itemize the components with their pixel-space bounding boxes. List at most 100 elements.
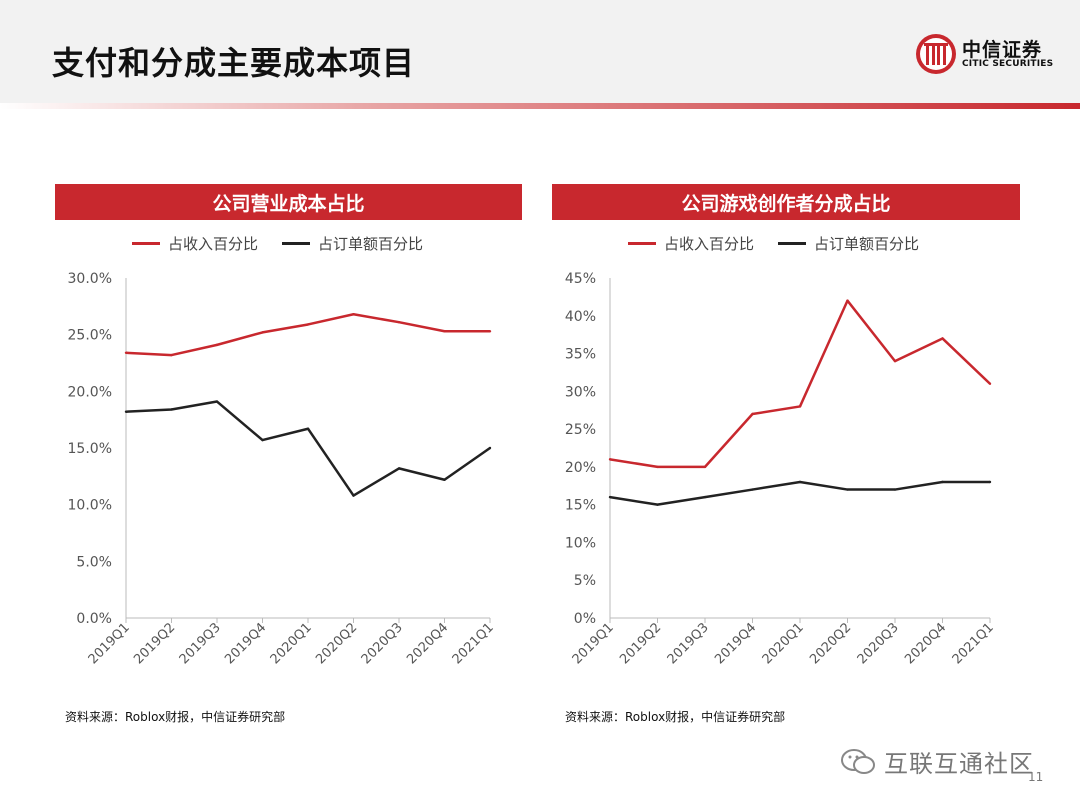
x-tick-label: 2020Q3 — [855, 620, 902, 667]
data-point — [608, 495, 612, 499]
data-point — [443, 478, 446, 481]
legend-label: 占收入百分比 — [664, 235, 755, 253]
legend-item-bookings: 占订单额百分比 — [778, 233, 919, 254]
left-line-chart: 0.0%5.0%10.0%15.0%20.0%25.0%30.0%2019Q12… — [68, 271, 497, 667]
legend-red-line — [628, 242, 656, 245]
data-point — [306, 323, 310, 326]
data-point — [988, 480, 992, 484]
legend-item-bookings: 占订单额百分比 — [282, 233, 423, 254]
legend-label: 占订单额百分比 — [318, 235, 424, 253]
data-point — [893, 488, 897, 491]
data-point — [397, 467, 401, 470]
y-tick-label: 0.0% — [76, 611, 112, 627]
right-legend: 占收入百分比 占订单额百分比 — [628, 233, 943, 254]
x-tick-label: 2019Q3 — [665, 620, 712, 667]
left-source-note: 资料来源：Roblox财报，中信证券研究部 — [65, 710, 286, 724]
y-tick-label: 40% — [565, 309, 596, 325]
data-point — [798, 405, 802, 408]
citic-emblem-icon — [916, 34, 956, 74]
y-tick-label: 15% — [565, 498, 596, 514]
legend-label: 占收入百分比 — [168, 235, 259, 253]
legend-black-line — [778, 242, 807, 245]
x-tick-label: 2020Q3 — [359, 620, 406, 667]
x-tick-label: 2019Q1 — [86, 620, 133, 667]
x-tick-label: 2019Q2 — [617, 620, 664, 667]
data-point — [124, 351, 128, 354]
data-point — [306, 427, 310, 430]
y-tick-label: 20% — [565, 460, 596, 476]
x-tick-label: 2020Q4 — [404, 620, 451, 667]
x-tick-label: 2020Q4 — [902, 620, 949, 667]
x-tick-label: 2019Q4 — [712, 620, 759, 667]
legend-black-line — [282, 242, 311, 245]
wechat-icon — [841, 748, 875, 774]
legend-item-revenue: 占收入百分比 — [628, 233, 754, 254]
logo-chinese-name: 中信证券 — [962, 39, 1043, 61]
y-tick-label: 30.0% — [68, 271, 112, 287]
watermark-text: 互联互通社区 — [884, 750, 1034, 778]
x-tick-label: 2020Q1 — [268, 620, 315, 667]
x-tick-label: 2020Q2 — [807, 620, 854, 667]
x-tick-label: 2019Q1 — [570, 620, 617, 667]
data-point — [170, 408, 173, 411]
right-panel-title: 公司游戏创作者分成占比 — [552, 184, 1020, 220]
x-tick-label: 2019Q3 — [177, 620, 224, 667]
y-tick-label: 20.0% — [68, 384, 112, 400]
x-tick-label: 2020Q2 — [313, 620, 360, 667]
x-tick-label: 2020Q1 — [760, 620, 807, 667]
revenue-share-line — [609, 299, 991, 469]
y-tick-label: 10% — [565, 535, 596, 551]
bookings-share-line — [609, 480, 990, 506]
bookings-share-line — [125, 400, 491, 497]
y-tick-label: 15.0% — [68, 441, 112, 457]
legend-item-revenue: 占收入百分比 — [132, 233, 258, 254]
legend-red-line — [132, 242, 160, 245]
right-source-note: 资料来源：Roblox财报，中信证券研究部 — [565, 710, 786, 724]
data-point — [846, 299, 849, 302]
left-legend: 占收入百分比 占订单额百分比 — [132, 233, 447, 254]
legend-label: 占订单额百分比 — [814, 235, 920, 253]
y-tick-label: 30% — [565, 384, 596, 400]
data-point — [608, 458, 612, 461]
data-point — [352, 494, 355, 497]
data-point — [941, 337, 944, 340]
data-point — [488, 446, 492, 450]
left-panel-title: 公司营业成本占比 — [55, 184, 522, 220]
data-point — [893, 359, 897, 363]
revenue-share-line — [125, 313, 490, 357]
header-bar — [0, 0, 1080, 103]
data-point — [488, 330, 492, 333]
data-point — [261, 331, 264, 334]
logo-english-name: CITIC SECURITIES — [962, 59, 1054, 69]
data-point — [656, 465, 659, 469]
data-point — [751, 412, 754, 416]
x-tick-label: 2021Q1 — [950, 620, 997, 667]
data-point — [798, 480, 802, 484]
data-point — [941, 480, 944, 484]
y-tick-label: 10.0% — [68, 498, 112, 514]
data-point — [443, 330, 446, 333]
y-tick-label: 25% — [565, 422, 596, 438]
watermark: 互联互通社区 — [840, 744, 1034, 779]
data-point — [124, 410, 128, 413]
x-tick-label: 2019Q4 — [222, 620, 269, 667]
y-tick-label: 25.0% — [68, 328, 112, 344]
header-accent-line — [0, 103, 1080, 109]
data-point — [751, 488, 754, 491]
data-point — [988, 382, 992, 385]
x-tick-label: 2019Q2 — [131, 620, 178, 667]
data-point — [846, 488, 849, 491]
data-point — [170, 353, 173, 357]
page-title: 支付和分成主要成本项目 — [52, 44, 416, 82]
data-point — [215, 343, 219, 347]
data-point — [703, 495, 707, 499]
y-tick-label: 5% — [574, 573, 596, 589]
data-point — [703, 465, 707, 469]
y-tick-label: 5.0% — [76, 554, 112, 570]
data-point — [397, 321, 401, 324]
data-point — [656, 503, 659, 506]
right-line-chart: 0% 5% 10% 15% 20% 25% 30% 35% 40% 45% 2019Q1 2019Q2… — [565, 271, 997, 667]
x-tick-label: 2021Q1 — [450, 620, 497, 667]
data-point — [352, 313, 355, 316]
citic-logo: 中信证券 CITIC SECURITIES — [914, 32, 1064, 78]
